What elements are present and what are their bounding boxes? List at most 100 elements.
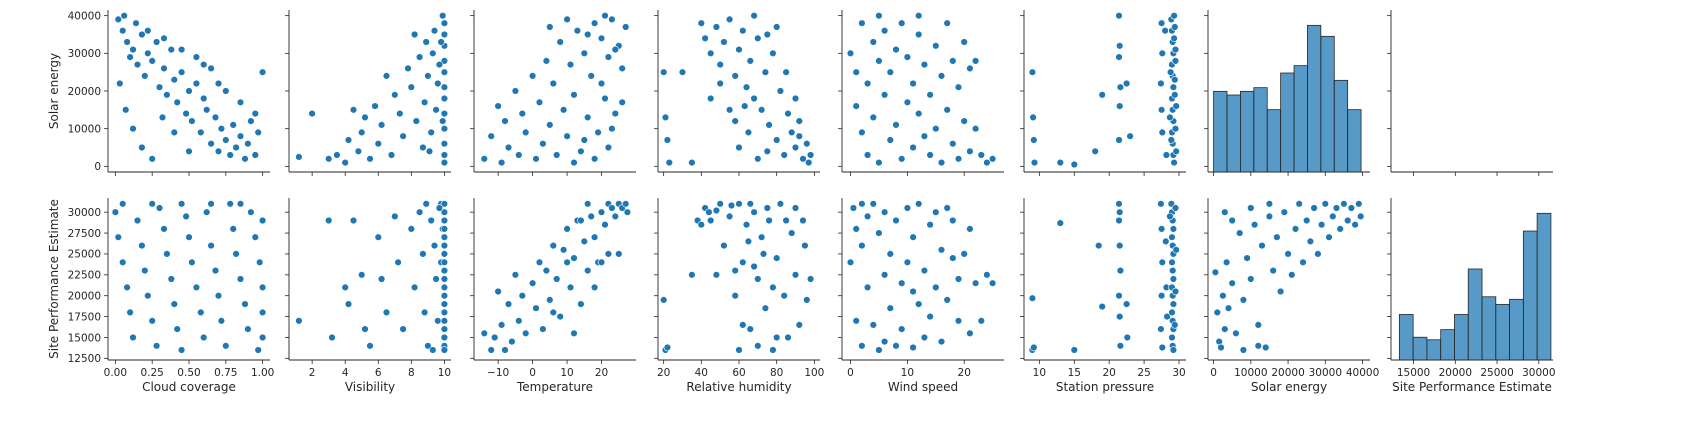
scatter-point <box>926 91 934 99</box>
scatter-point <box>744 128 753 137</box>
scatter-point <box>863 212 872 221</box>
scatter-point <box>148 155 156 163</box>
scatter-point <box>325 216 333 225</box>
scatter-point <box>886 304 894 312</box>
scatter-point <box>566 60 575 69</box>
scatter-point <box>170 300 179 308</box>
scatter-point <box>217 124 226 133</box>
scatter-point <box>188 258 196 266</box>
scatter-point <box>258 333 267 342</box>
scatter-point <box>247 117 255 125</box>
x-tick-label: 8 <box>408 367 415 379</box>
scatter-point <box>1213 308 1222 317</box>
x-tick-label: 40 <box>695 367 708 379</box>
scatter-point <box>1265 212 1274 221</box>
scatter-point <box>795 321 803 329</box>
scatter-point <box>852 68 860 76</box>
scatter-point <box>344 300 353 308</box>
scatter-point <box>440 140 449 148</box>
scatter-point <box>440 325 449 333</box>
scatter-point <box>256 258 264 266</box>
scatter-point <box>217 317 226 325</box>
scatter-point <box>949 254 957 262</box>
histogram-bar <box>1454 314 1469 361</box>
scatter-point <box>556 312 564 321</box>
scatter-point <box>440 94 449 103</box>
scatter-point <box>601 11 609 20</box>
scatter-point <box>1265 200 1274 208</box>
scatter-point <box>440 57 449 65</box>
scatter-point <box>382 308 391 317</box>
scatter-point <box>170 128 179 137</box>
scatter-point <box>366 155 374 163</box>
scatter-point <box>144 49 152 57</box>
scatter-point <box>200 94 208 103</box>
scatter-point <box>177 45 186 54</box>
scatter-point <box>497 158 506 167</box>
histogram-bar <box>1333 79 1349 173</box>
scatter-point <box>1168 333 1176 342</box>
scatter-point <box>1028 294 1037 302</box>
scatter-point <box>440 216 449 225</box>
scatter-point <box>1302 216 1311 225</box>
scatter-point <box>1162 237 1170 246</box>
scatter-point <box>341 283 349 292</box>
scatter-point <box>688 271 696 279</box>
scatter-point <box>308 109 316 118</box>
scatter-point <box>1336 225 1344 233</box>
scatter-point <box>875 11 883 20</box>
scatter-point <box>1239 296 1248 304</box>
scatter-point <box>1166 68 1175 76</box>
scatter-point <box>429 49 437 57</box>
scatter-point <box>358 128 366 137</box>
scatter-point <box>1161 27 1169 35</box>
scatter-point <box>757 233 766 241</box>
scatter-point <box>207 200 215 208</box>
scatter-point <box>886 68 894 76</box>
scatter-point <box>914 200 923 208</box>
scatter-point <box>214 79 223 88</box>
scatter-point <box>158 113 167 122</box>
scatter-point <box>1321 200 1330 208</box>
scatter-point <box>1158 49 1167 57</box>
scatter-point <box>966 147 974 156</box>
histogram-bar <box>1320 35 1335 173</box>
scatter-point <box>1239 346 1248 354</box>
scatter-point <box>1070 160 1079 169</box>
scatter-point <box>570 254 578 262</box>
scatter-point <box>422 200 430 208</box>
scatter-point <box>1284 250 1292 258</box>
scatter-point <box>138 143 146 152</box>
scatter-point <box>801 241 809 250</box>
panel-1-5: 10 15 20 25 30 Station pressure <box>1020 198 1186 394</box>
scatter-point <box>1355 200 1363 208</box>
scatter-point <box>132 19 140 27</box>
scatter-point <box>559 106 568 114</box>
y-tick-label: 30000 <box>68 48 101 60</box>
scatter-point <box>412 117 420 125</box>
scatter-point <box>1166 113 1174 122</box>
y-tick-label: 27500 <box>68 228 101 240</box>
scatter-point <box>909 143 917 152</box>
scatter-point <box>192 79 201 88</box>
panel-1-1: 2 4 6 8 10 Visibility <box>285 198 451 394</box>
scatter-point <box>440 250 449 258</box>
scatter-point <box>858 342 866 350</box>
x-tick-label: 40000 <box>1346 367 1379 379</box>
scatter-point <box>440 275 449 283</box>
scatter-point <box>608 204 616 212</box>
scatter-point <box>920 132 929 140</box>
histogram-bar <box>1240 90 1255 173</box>
scatter-point <box>869 200 877 208</box>
scatter-point <box>892 216 900 225</box>
scatter-point <box>118 200 127 208</box>
scatter-point <box>869 321 877 329</box>
y-tick-label: 20000 <box>68 291 101 303</box>
scatter-point <box>211 266 220 275</box>
x-axis-label: Station pressure <box>1056 380 1154 394</box>
scatter-point <box>430 27 439 35</box>
scatter-point <box>712 206 721 215</box>
scatter-point <box>114 233 123 241</box>
scatter-point <box>880 91 889 99</box>
x-tick-label: 10 <box>1033 367 1046 379</box>
